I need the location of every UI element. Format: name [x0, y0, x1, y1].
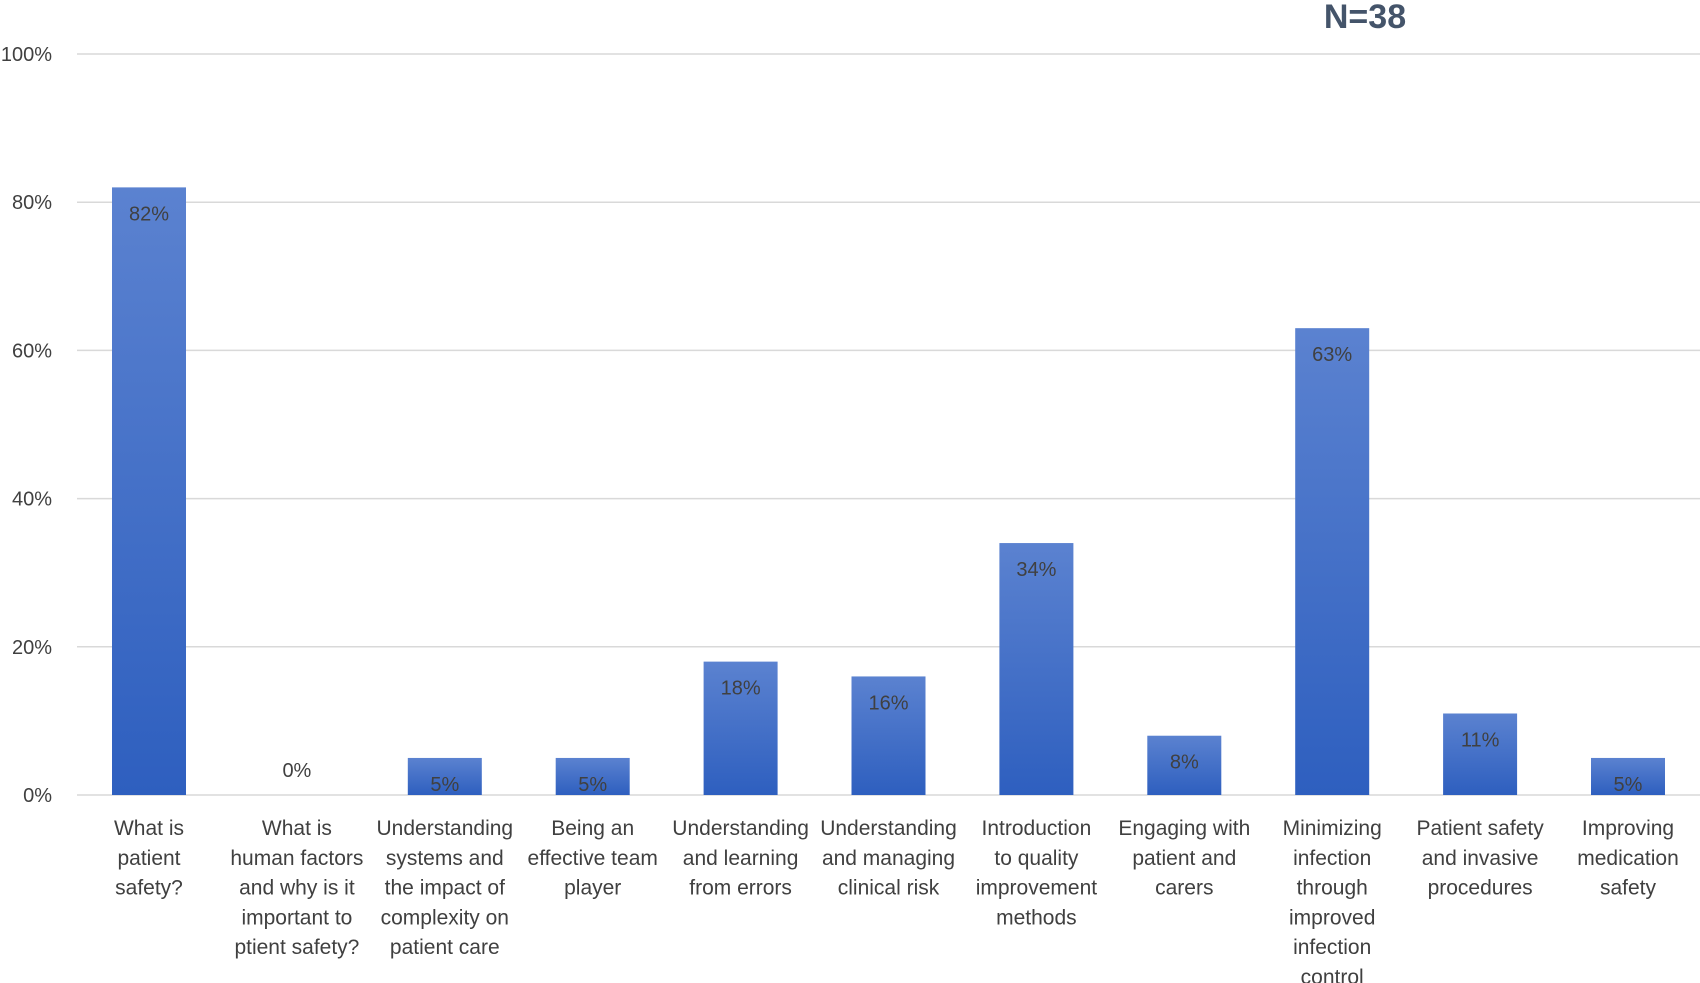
x-tick-label: Improving: [1582, 817, 1674, 840]
bar: [555, 757, 630, 795]
x-tick-label: important to: [241, 906, 352, 929]
x-tick-label: player: [564, 877, 621, 900]
data-label: 18%: [721, 678, 761, 700]
x-tick-label: Minimizing: [1283, 817, 1382, 840]
data-label: 16%: [868, 692, 908, 714]
y-tick-label: 100%: [1, 44, 52, 66]
data-labels: 82% 0% 5% 5% 18% 16% 34% 8% 63% 11% 5%: [129, 203, 1643, 796]
data-label: 0%: [282, 760, 311, 782]
data-label: 8%: [1170, 752, 1199, 774]
data-label: 11%: [1461, 729, 1500, 751]
x-tick-label: complexity on: [381, 906, 509, 929]
x-tick-label: patient: [117, 847, 180, 870]
x-tick-label: Introduction: [982, 817, 1092, 840]
x-tick-label: and managing: [822, 847, 955, 870]
bar: [1443, 713, 1518, 795]
data-label: 5%: [1614, 774, 1643, 796]
bar: [999, 543, 1074, 795]
x-tick-label: and why is it: [239, 877, 355, 900]
y-axis-ticks: 0% 20% 40% 60% 80% 100%: [1, 44, 52, 807]
data-label: 34%: [1016, 559, 1056, 581]
x-tick-label: What is: [262, 817, 332, 840]
bar: [407, 757, 482, 795]
x-tick-label: methods: [996, 906, 1077, 929]
data-label: 63%: [1312, 344, 1352, 366]
y-tick-label: 40%: [12, 489, 52, 511]
x-tick-label: procedures: [1428, 877, 1533, 900]
y-tick-label: 0%: [23, 785, 52, 807]
y-tick-label: 20%: [12, 637, 52, 659]
bar: [703, 661, 778, 795]
x-tick-label: improvement: [976, 877, 1098, 900]
x-tick-label: to quality: [994, 847, 1079, 870]
x-tick-label: control: [1301, 966, 1364, 983]
x-axis-ticks: What is patient safety? What is human factor…: [114, 817, 1679, 983]
x-tick-label: Understanding: [377, 817, 514, 840]
data-label: 82%: [129, 203, 169, 225]
data-label: 5%: [430, 774, 459, 796]
x-tick-label: clinical risk: [838, 877, 940, 900]
y-tick-label: 60%: [12, 340, 52, 362]
chart-title: N=38: [1324, 0, 1406, 36]
x-tick-label: Understanding: [672, 817, 809, 840]
x-tick-label: systems and: [386, 847, 504, 870]
x-tick-label: effective team: [528, 847, 658, 870]
bar: [1591, 757, 1665, 795]
data-label: 5%: [578, 774, 607, 796]
x-tick-label: the impact of: [385, 877, 505, 900]
x-tick-label: and invasive: [1422, 847, 1539, 870]
x-tick-label: safety: [1600, 877, 1657, 900]
x-tick-label: patient care: [390, 936, 500, 959]
x-tick-label: carers: [1155, 877, 1213, 900]
bar: [1147, 735, 1222, 795]
x-tick-label: medication: [1577, 847, 1679, 870]
x-tick-label: Being an: [551, 817, 634, 840]
x-tick-label: from errors: [689, 877, 792, 900]
x-tick-label: ptient safety?: [234, 936, 359, 959]
x-tick-label: human factors: [230, 847, 363, 870]
x-tick-label: through: [1297, 877, 1368, 900]
bar: [112, 187, 186, 795]
x-tick-label: improved: [1289, 906, 1375, 929]
bar: [851, 676, 926, 795]
x-tick-label: Patient safety: [1416, 817, 1544, 840]
gridlines: [77, 53, 1700, 796]
bars: [112, 187, 1665, 795]
x-tick-label: Engaging with: [1118, 817, 1250, 840]
x-tick-label: patient and: [1132, 847, 1236, 870]
x-tick-label: Understanding: [820, 817, 957, 840]
y-tick-label: 80%: [12, 192, 52, 214]
bar: [1295, 328, 1370, 795]
x-tick-label: infection: [1293, 847, 1371, 870]
x-tick-label: and learning: [683, 847, 799, 870]
x-tick-label: safety?: [115, 877, 183, 900]
x-tick-label: What is: [114, 817, 184, 840]
x-tick-label: infection: [1293, 936, 1371, 959]
